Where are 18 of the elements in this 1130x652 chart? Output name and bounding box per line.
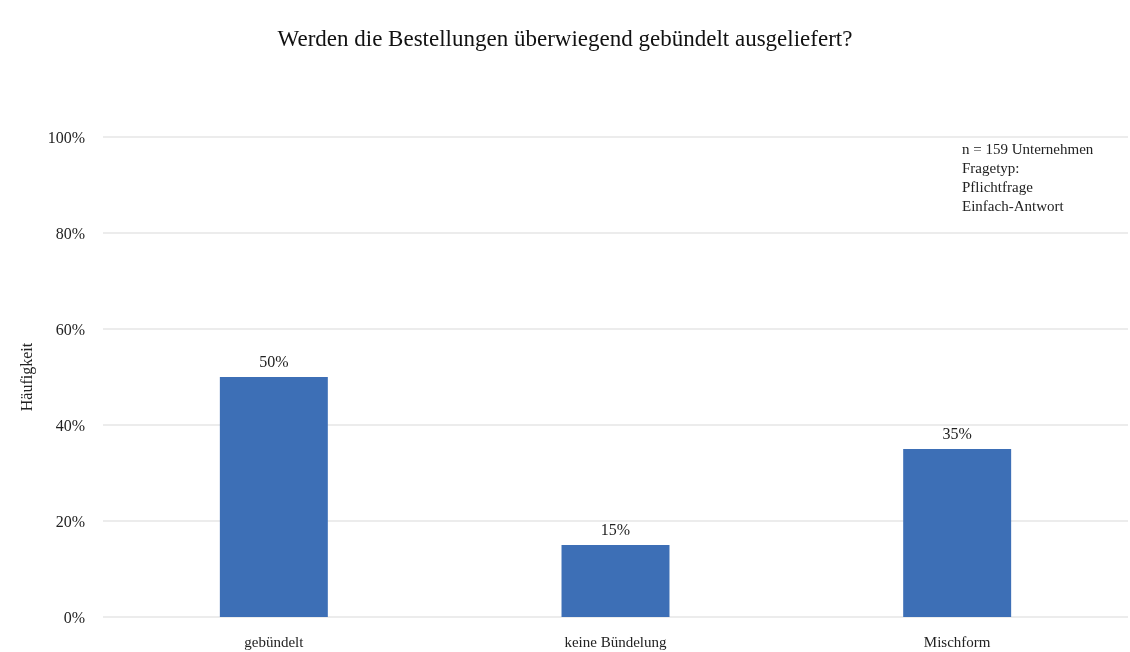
x-tick-label: keine Bündelung (564, 634, 668, 651)
x-tick-label: gebündelt (244, 634, 305, 651)
annotation: n = 159 Unternehmen Fragetyp: Pflichtfrage Einfach-Antwort (962, 141, 1094, 214)
y-tick-label: 60% (55, 320, 85, 338)
bar (219, 377, 328, 617)
bar (903, 449, 1012, 617)
y-tick-label: 40% (55, 416, 85, 434)
y-tick-label: 80% (55, 224, 85, 242)
bar (561, 545, 670, 617)
chart-title: Werden die Bestellungen überwiegend gebündelt ausgeliefert? (277, 26, 853, 51)
x-tick-label: Mischform (923, 634, 991, 651)
data-label: 35% (942, 425, 972, 442)
y-tick-label: 20% (55, 512, 85, 530)
data-label: 50% (259, 353, 289, 370)
data-label: 15% (600, 521, 631, 538)
y-axis-title: Häufigkeit (18, 342, 36, 412)
y-tick-label: 0% (63, 608, 85, 626)
y-tick-label: 100% (47, 128, 85, 146)
